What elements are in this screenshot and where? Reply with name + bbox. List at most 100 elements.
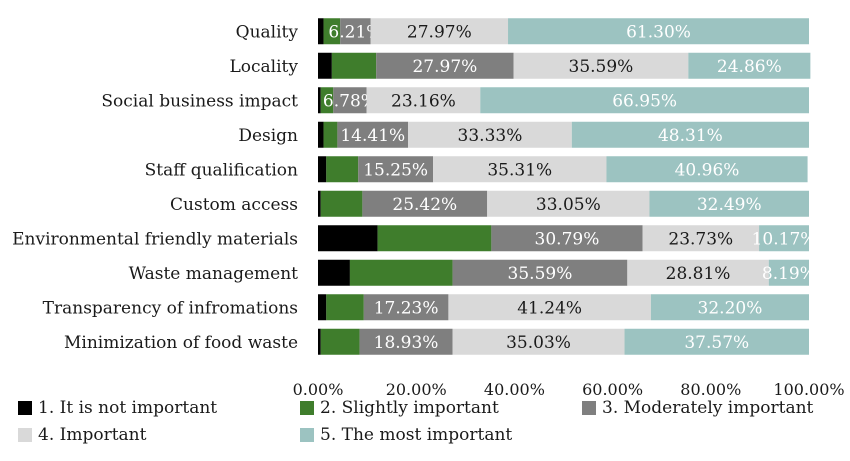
bar-segment <box>768 259 809 286</box>
data-label: 15.25% <box>363 160 428 180</box>
bar-segment <box>320 328 360 355</box>
data-label: 27.97% <box>412 57 477 77</box>
bar-segment <box>642 225 760 252</box>
bar-segment <box>688 52 811 79</box>
category-label: Custom access <box>170 195 298 215</box>
data-label: 18.93% <box>374 333 439 353</box>
data-label: 17.23% <box>374 298 439 318</box>
bar-segment <box>366 87 481 114</box>
bar-segment <box>318 156 327 183</box>
data-label: 32.49% <box>697 195 762 215</box>
data-label: 35.59% <box>508 264 573 284</box>
bar-segment <box>491 225 643 252</box>
bar-segment <box>318 121 324 148</box>
bar-segment <box>318 18 324 45</box>
x-tick-label: 80.00% <box>680 380 741 399</box>
bar-segment <box>318 52 332 79</box>
bar-segment <box>377 225 492 252</box>
data-label: 37.57% <box>684 333 749 353</box>
legend-swatch <box>18 401 32 415</box>
data-label: 48.31% <box>658 126 723 146</box>
legend: 1. It is not important 2. Slightly import… <box>0 398 850 458</box>
bar-segment <box>323 18 341 45</box>
bar-segment <box>318 87 321 114</box>
bar-segment <box>326 294 364 321</box>
bar-segment <box>408 121 572 148</box>
x-tick-label: 60.00% <box>582 380 643 399</box>
data-label: 35.31% <box>487 160 552 180</box>
data-label: 25.42% <box>392 195 457 215</box>
bar-segment <box>606 156 808 183</box>
legend-swatch <box>18 428 32 442</box>
data-label: 10.17% <box>752 229 817 249</box>
legend-item: 1. It is not important <box>18 398 217 418</box>
x-axis-ticks: 0.00% 20.00% 40.00% 60.00% 80.00% 100.00% <box>293 380 845 399</box>
category-label: Social business impact <box>101 91 298 111</box>
bar-segment <box>433 156 607 183</box>
legend-swatch <box>582 401 596 415</box>
bar-segment <box>337 121 409 148</box>
category-label: Transparency of infromations <box>43 298 298 318</box>
data-label: 35.03% <box>506 333 571 353</box>
data-label: 6.78% <box>323 91 377 111</box>
data-label: 28.81% <box>666 264 731 284</box>
legend-swatch <box>300 401 314 415</box>
bar-segment <box>318 190 321 217</box>
bar-segment <box>333 87 367 114</box>
bar-segment <box>571 121 809 148</box>
bar-segment <box>370 18 509 45</box>
bar-segment <box>376 52 514 79</box>
category-label: Quality <box>236 22 299 42</box>
legend-swatch <box>300 428 314 442</box>
data-label: 23.16% <box>391 91 456 111</box>
bar-segment <box>318 294 327 321</box>
data-label: 41.24% <box>517 298 582 318</box>
legend-label: 4. Important <box>38 425 147 445</box>
bar-segment <box>363 294 449 321</box>
x-tick-label: 0.00% <box>293 380 344 399</box>
bar-segment <box>480 87 809 114</box>
plot-area: 6.21% 27.97% 61.30% 27.97% 35.59% 24.86% 6.78%… <box>318 18 816 355</box>
data-label: 33.05% <box>536 195 601 215</box>
data-label: 8.19% <box>762 264 816 284</box>
bar-segment <box>318 328 321 355</box>
category-label: Minimization of food waste <box>64 333 298 353</box>
bar-segment <box>508 18 809 45</box>
bar-segment <box>362 190 488 217</box>
legend-item: 2. Slightly important <box>300 398 499 418</box>
bar-segment <box>320 87 334 114</box>
bar-segment <box>359 328 453 355</box>
data-label: 33.33% <box>458 126 523 146</box>
data-label: 66.95% <box>612 91 677 111</box>
data-label: 32.20% <box>698 298 763 318</box>
x-tick-label: 20.00% <box>386 380 447 399</box>
bar-segment <box>340 18 371 45</box>
category-label: Locality <box>230 57 299 77</box>
category-labels: Quality Locality Social business impact Des… <box>12 22 298 353</box>
bar-segment <box>448 294 651 321</box>
bar-segment <box>513 52 689 79</box>
data-label: 27.97% <box>407 22 472 42</box>
category-label: Staff qualification <box>145 160 298 180</box>
x-tick-label: 40.00% <box>484 380 545 399</box>
bar-segment <box>323 121 338 148</box>
data-label: 30.79% <box>535 229 600 249</box>
bar-segment <box>487 190 650 217</box>
bar-segment <box>627 259 769 286</box>
legend-item: 3. Moderately important <box>582 398 813 418</box>
legend-label: 5. The most important <box>320 425 513 445</box>
bar-segment <box>326 156 359 183</box>
bar-segment <box>624 328 809 355</box>
legend-label: 2. Slightly important <box>320 398 499 418</box>
bar-segment <box>318 225 378 252</box>
category-label: Waste management <box>129 264 299 284</box>
data-label: 23.73% <box>668 229 733 249</box>
x-tick-label: 100.00% <box>773 380 844 399</box>
bar-segment <box>320 190 363 217</box>
legend-label: 3. Moderately important <box>602 398 814 418</box>
data-label: 14.41% <box>340 126 405 146</box>
bar-segment <box>759 225 809 252</box>
bar-segment <box>452 259 628 286</box>
bar-segment <box>452 328 625 355</box>
